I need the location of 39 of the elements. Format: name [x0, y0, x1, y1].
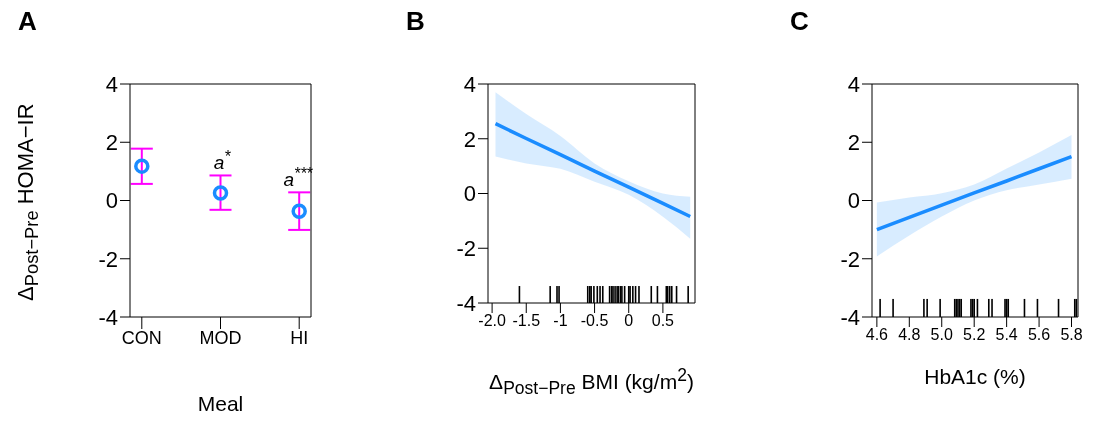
x-tick-label: 5.6 — [1027, 326, 1051, 344]
x-axis-title: Δ$_{Post−Pre}$ BMI (kg/m$^{2}$) — [488, 365, 695, 400]
y-tick-label: 4 — [463, 71, 476, 97]
x-tick-label: 5.2 — [963, 326, 986, 344]
x-tick-label: MOD — [199, 327, 242, 348]
y-tick-label: 0 — [847, 188, 860, 214]
y-tick-label: 2 — [847, 130, 860, 156]
x-tick-label: -1 — [553, 312, 568, 330]
chart-title: A — [18, 6, 37, 37]
x-tick-label: 4.6 — [865, 326, 889, 344]
x-tick-label: -2.0 — [478, 312, 506, 330]
x-tick-label: 5.4 — [995, 326, 1018, 344]
y-tick-label: 4 — [105, 71, 118, 97]
y-tick-label: -4 — [840, 304, 860, 330]
x-tick-label: -0.5 — [580, 312, 609, 330]
chart-title: B — [406, 6, 425, 37]
x-tick-label: 4.8 — [898, 326, 921, 344]
annotation: a$^{*}$ — [212, 147, 232, 176]
y-tick-label: -4 — [98, 304, 118, 330]
x-tick-label: -1.5 — [512, 312, 541, 330]
y-tick-label: -2 — [456, 236, 476, 262]
chart-title: C — [790, 6, 809, 37]
x-tick-label: CON — [121, 327, 162, 348]
y-tick-label: 2 — [463, 126, 476, 152]
annotation: a$^{***}$ — [282, 164, 314, 193]
x-axis-title: HbA1c (%) — [923, 365, 1027, 389]
x-tick-label: 0.5 — [651, 312, 675, 330]
x-tick-label: 5.8 — [1060, 326, 1083, 344]
y-tick-label: -4 — [456, 290, 476, 316]
x-tick-label: 5.0 — [930, 326, 953, 344]
x-axis-title: Meal — [196, 392, 245, 416]
y-tick-label: -2 — [98, 246, 118, 272]
x-tick-label: 0 — [624, 312, 634, 330]
y-tick-label: 0 — [463, 181, 476, 207]
y-tick-label: 2 — [105, 130, 118, 156]
y-tick-label: 4 — [847, 71, 860, 97]
y-tick-label: -2 — [840, 246, 860, 272]
y-tick-label: 0 — [105, 188, 118, 214]
x-tick-label: HI — [290, 327, 309, 348]
